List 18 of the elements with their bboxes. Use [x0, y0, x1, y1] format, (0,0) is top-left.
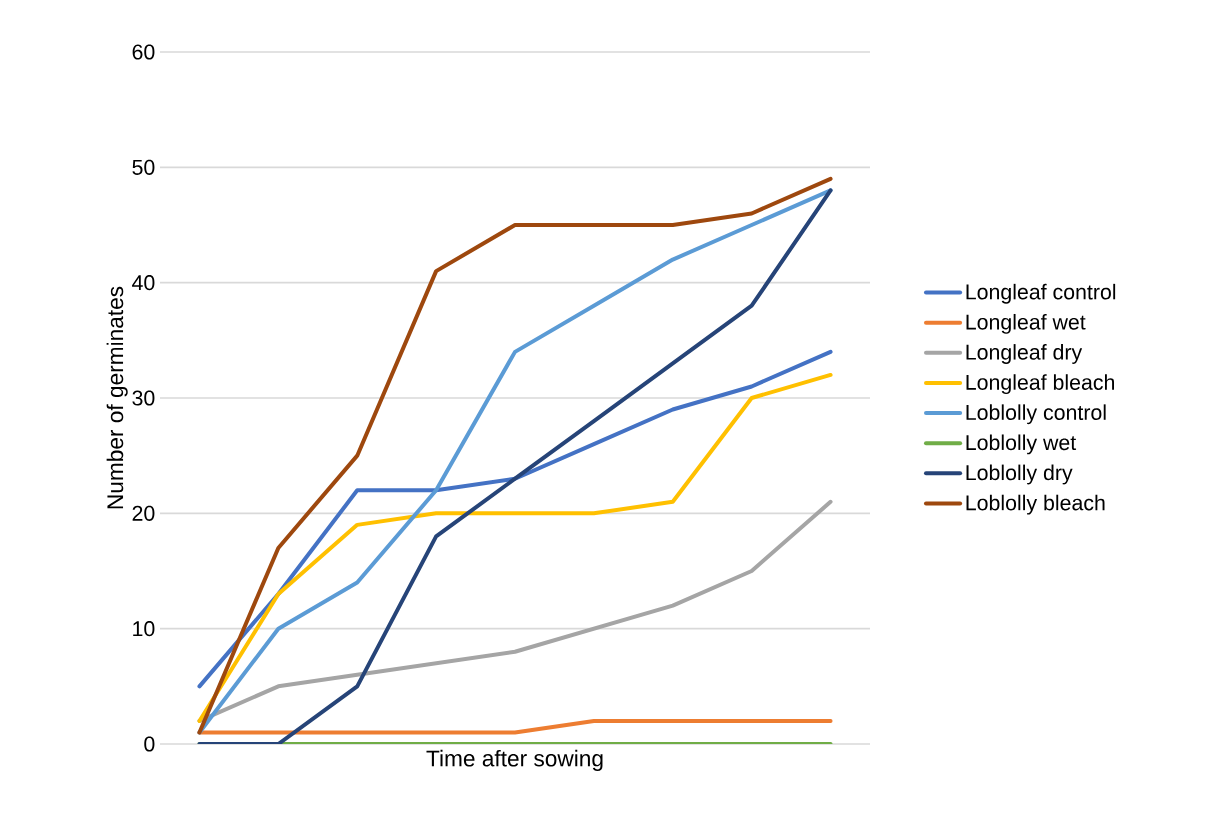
legend-label: Longleaf dry: [966, 344, 1083, 364]
legend-label: Longleaf control: [966, 283, 1116, 304]
y-tick-label: 40: [132, 275, 155, 291]
legend-label: Loblolly wet: [966, 434, 1077, 455]
y-tick-label: 50: [132, 159, 155, 175]
y-tick-label: 0: [144, 736, 155, 752]
legend-label: Longleaf wet: [966, 313, 1086, 334]
y-tick-label: 30: [132, 390, 155, 406]
x-axis-title: Time after sowing: [426, 749, 603, 771]
y-tick-label: 10: [133, 621, 155, 637]
y-axis-title: Number of germinates: [106, 286, 128, 509]
legend-label: Loblolly control: [966, 404, 1106, 425]
legend-label: Loblolly dry: [966, 464, 1073, 485]
legend-label: Longleaf bleach: [966, 374, 1114, 395]
y-tick-label: 60: [132, 44, 155, 60]
y-tick-label: 20: [132, 505, 155, 521]
legend-label: Loblolly bleach: [966, 494, 1105, 515]
line-series: [197, 349, 833, 689]
